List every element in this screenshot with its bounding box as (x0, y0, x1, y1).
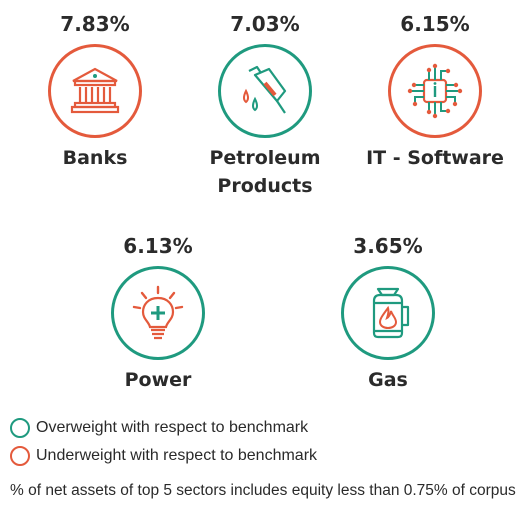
footnote: % of net assets of top 5 sectors include… (10, 482, 516, 499)
underweight-circle (48, 44, 142, 138)
sector-percent: 6.13% (123, 234, 193, 258)
sector-name: Petroleum Products (209, 147, 321, 197)
sector-name: IT - Software (366, 147, 504, 169)
circuit-chip-icon (407, 63, 463, 119)
underweight-ring-icon (10, 446, 30, 466)
sector-petroleum-products: 7.03% Petroleum Products (180, 12, 350, 200)
gas-cylinder-icon (372, 287, 410, 339)
sector-gas: 3.65% Gas (303, 234, 473, 394)
sector-name: Power (124, 369, 192, 391)
legend-underweight: Underweight with respect to benchmark (10, 446, 317, 466)
overweight-circle (111, 266, 205, 360)
fuel-nozzle-icon (243, 65, 287, 114)
sector-name: Gas (368, 369, 408, 391)
sector-percent: 7.03% (230, 12, 300, 36)
overweight-circle (341, 266, 435, 360)
sector-power: 6.13% Power (73, 234, 243, 394)
sector-banks: 7.83% Banks (10, 12, 180, 172)
legend-label: Underweight with respect to benchmark (36, 447, 318, 464)
legend-overweight: Overweight with respect to benchmark (10, 418, 308, 438)
legend-label: Overweight with respect to benchmark (36, 419, 309, 436)
overweight-ring-icon (10, 418, 30, 438)
sector-percent: 6.15% (400, 12, 470, 36)
sector-percent: 3.65% (353, 234, 423, 258)
overweight-circle (218, 44, 312, 138)
sector-percent: 7.83% (60, 12, 130, 36)
sector-name: Banks (62, 147, 128, 169)
underweight-circle (388, 44, 482, 138)
light-bulb-icon (132, 285, 184, 340)
bank-building-icon (70, 67, 120, 114)
sector-it-software: 6.15% IT - Software (350, 12, 520, 172)
